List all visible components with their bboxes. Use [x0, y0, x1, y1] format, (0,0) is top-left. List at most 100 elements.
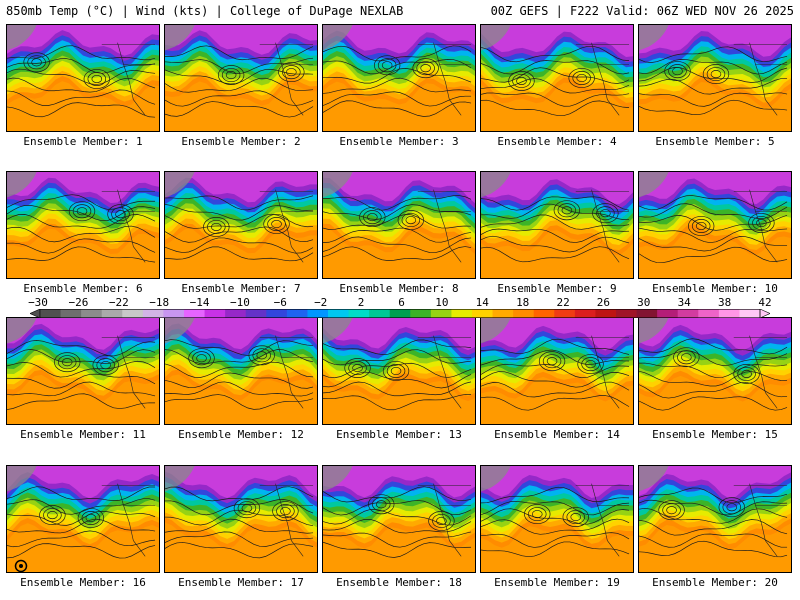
ensemble-member-label: Ensemble Member: 8	[339, 282, 459, 295]
ensemble-member-label: Ensemble Member: 6	[23, 282, 143, 295]
ensemble-map-panel	[164, 465, 318, 573]
colorbar-segment	[204, 309, 226, 318]
ensemble-member-label: Ensemble Member: 15	[652, 428, 778, 441]
colorbar-segment	[492, 309, 514, 318]
ensemble-map-panel	[6, 317, 160, 425]
colorbar-tick-label: −14	[189, 296, 210, 309]
ensemble-map-panel	[6, 171, 160, 279]
ensemble-map-panel	[6, 465, 160, 573]
ensemble-map-panel	[480, 24, 634, 132]
ensemble-map-panel	[480, 465, 634, 573]
ensemble-member-label: Ensemble Member: 4	[497, 135, 617, 148]
ensemble-member-label: Ensemble Member: 13	[336, 428, 462, 441]
ensemble-member-label: Ensemble Member: 7	[181, 282, 301, 295]
colorbar-tick-label: 42	[758, 296, 772, 309]
colorbar-segment	[101, 309, 123, 318]
ensemble-map-panel	[638, 465, 792, 573]
colorbar-segment	[369, 309, 391, 318]
colorbar-tick-label: 18	[516, 296, 530, 309]
colorbar-tick-label: −6	[273, 296, 287, 309]
colorbar-segment	[574, 309, 596, 318]
colorbar-tick-label: 38	[717, 296, 732, 309]
colorbar-tick-label: −26	[68, 296, 89, 309]
colorbar-tick-label: −18	[149, 296, 170, 309]
run-valid-time: 00Z GEFS | F222 Valid: 06Z WED NOV 26 20…	[490, 4, 794, 18]
ensemble-member-label: Ensemble Member: 18	[336, 576, 462, 589]
colorbar-segment	[451, 309, 473, 318]
colorbar-segment	[472, 309, 493, 318]
ensemble-member-label: Ensemble Member: 11	[20, 428, 146, 441]
ensemble-member-label: Ensemble Member: 17	[178, 576, 304, 589]
ensemble-member-label: Ensemble Member: 3	[339, 135, 459, 148]
colorbar-segment	[410, 309, 432, 318]
colorbar-segment	[225, 309, 247, 318]
ensemble-map-panel	[480, 171, 634, 279]
colorbar-max-arrow	[759, 309, 770, 318]
colorbar-tick-label: 26	[596, 296, 611, 309]
colorbar-segment	[595, 309, 617, 318]
colorbar-tick-label: 14	[475, 296, 489, 309]
colorbar-segment	[307, 309, 329, 318]
colorbar-tick-label: 2	[357, 296, 365, 309]
ensemble-map-panel	[164, 24, 318, 132]
ensemble-map-panel	[480, 317, 634, 425]
ensemble-member-label: Ensemble Member: 5	[655, 135, 775, 148]
chart-title: 850mb Temp (°C) | Wind (kts) | College o…	[6, 4, 404, 18]
ensemble-member-label: Ensemble Member: 2	[181, 135, 301, 148]
ensemble-map-panel	[638, 24, 792, 132]
colorbar-segment	[430, 309, 452, 318]
colorbar-segment	[286, 309, 308, 318]
colorbar-segment	[389, 309, 411, 318]
colorbar-segment	[739, 309, 761, 318]
ensemble-member-label: Ensemble Member: 20	[652, 576, 778, 589]
colorbar-tick-label: 34	[677, 296, 691, 309]
colorbar-segment	[81, 309, 103, 318]
ensemble-map-panel	[322, 171, 476, 279]
colorbar-min-arrow	[30, 309, 41, 318]
colorbar-segment	[636, 309, 658, 318]
colorbar-segment	[40, 309, 61, 318]
colorbar-tick-label: 10	[435, 296, 449, 309]
ensemble-map-panel	[322, 317, 476, 425]
ensemble-map-panel	[638, 171, 792, 279]
ensemble-map-panel	[638, 317, 792, 425]
colorbar-segment	[60, 309, 82, 318]
colorbar-segment	[677, 309, 699, 318]
colorbar-segment	[698, 309, 720, 318]
colorbar-segment	[245, 309, 267, 318]
ensemble-member-label: Ensemble Member: 14	[494, 428, 620, 441]
ensemble-member-label: Ensemble Member: 19	[494, 576, 620, 589]
ensemble-map-panel	[322, 465, 476, 573]
colorbar-segment	[184, 309, 205, 318]
colorbar-tick-label: −2	[314, 296, 328, 309]
colorbar-segment	[554, 309, 576, 318]
colorbar-tick-label: −22	[108, 296, 129, 309]
colorbar-segment	[533, 309, 555, 318]
colorbar-segment	[718, 309, 740, 318]
ensemble-map-panel	[322, 24, 476, 132]
temperature-colorbar	[30, 309, 770, 318]
colorbar-tick-label: 30	[637, 296, 651, 309]
colorbar-segment	[328, 309, 349, 318]
ensemble-member-label: Ensemble Member: 9	[497, 282, 617, 295]
ensemble-map-panel	[6, 24, 160, 132]
ensemble-member-label: Ensemble Member: 10	[652, 282, 778, 295]
colorbar-segment	[122, 309, 144, 318]
colorbar-tick-label: −10	[229, 296, 250, 309]
colorbar-tick-label: −30	[28, 296, 48, 309]
ensemble-member-label: Ensemble Member: 16	[20, 576, 146, 589]
colorbar-segment	[163, 309, 185, 318]
nexlab-logo-icon	[14, 559, 28, 573]
colorbar-segment	[266, 309, 288, 318]
colorbar-segment	[348, 309, 370, 318]
ensemble-member-label: Ensemble Member: 12	[178, 428, 304, 441]
ensemble-map-panel	[164, 171, 318, 279]
colorbar-tick-label: 6	[398, 296, 405, 309]
colorbar-segment	[142, 309, 164, 318]
colorbar-tick-label: 22	[556, 296, 570, 309]
ensemble-map-panel	[164, 317, 318, 425]
colorbar-segment	[616, 309, 637, 318]
colorbar-segment	[657, 309, 679, 318]
colorbar-segment	[513, 309, 535, 318]
ensemble-member-label: Ensemble Member: 1	[23, 135, 143, 148]
